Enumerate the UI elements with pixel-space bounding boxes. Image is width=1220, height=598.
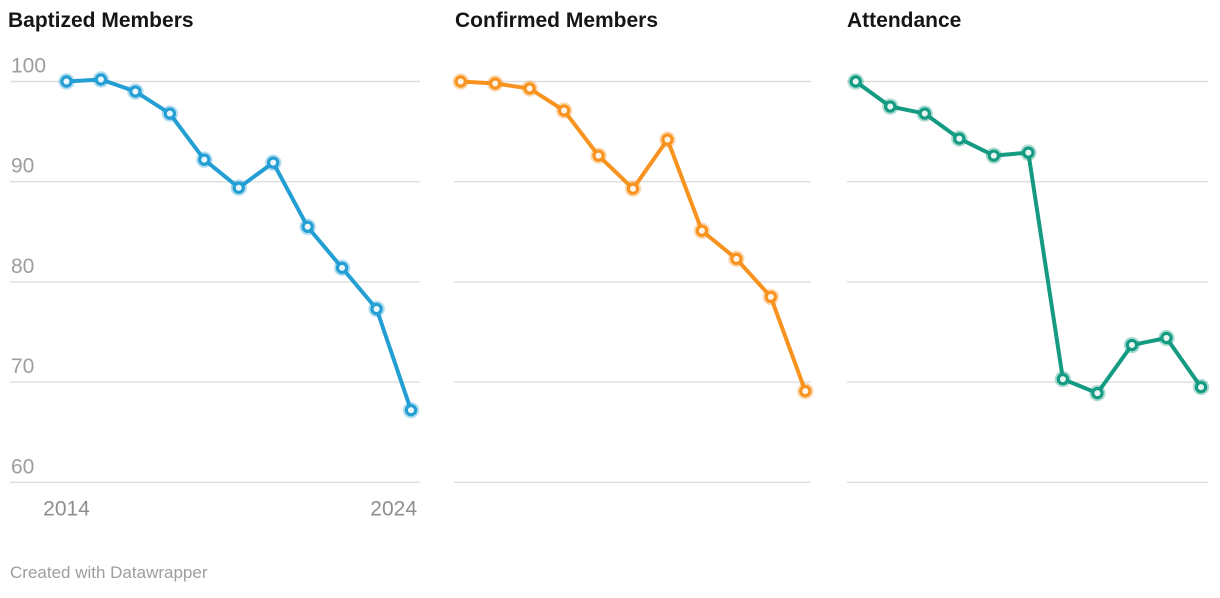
y-axis-tick-label: 90 [11,155,34,178]
data-point-marker [60,75,73,88]
data-point-marker [488,77,502,90]
data-point-marker [523,82,536,95]
data-point-marker [661,133,674,146]
y-axis-tick-label: 80 [11,255,34,278]
chart-title-baptized-members: Baptized Members [8,9,194,32]
data-point-marker [764,290,778,304]
line-chart-attendance [847,73,1210,483]
chart-panel-confirmed-members [452,0,814,545]
data-point-marker [626,182,640,195]
data-point-marker [1022,146,1035,159]
line-chart-baptized-members: 100 90 80 70 60 2014 2024 [10,55,420,520]
data-line-baptized-members [64,77,413,413]
data-point-marker [799,384,812,398]
data-line-attendance [853,79,1203,396]
data-point-marker [232,181,245,194]
chart-title-attendance: Attendance [847,9,962,32]
data-point-marker [301,220,314,233]
y-axis-tick-label: 70 [11,355,34,378]
data-point-marker [129,85,142,98]
data-point-marker [1056,372,1070,386]
data-point-marker [849,75,862,88]
data-point-marker [198,153,211,166]
line-chart-confirmed-members [452,73,814,483]
data-point-marker [94,73,108,86]
data-point-marker [695,224,709,237]
data-point-marker [1160,331,1173,345]
data-point-marker [557,104,571,117]
data-point-marker [730,252,743,266]
data-point-marker [1125,338,1139,352]
created-with-datawrapper-link[interactable]: Created with Datawrapper [10,563,208,582]
chart-title-confirmed-members: Confirmed Members [455,9,659,32]
x-axis-label-last-year: 2024 [370,497,417,520]
chart-panel-attendance [847,0,1210,545]
data-point-marker [1194,380,1208,394]
data-point-marker [1091,386,1104,400]
data-point-marker [163,107,177,120]
data-point-marker [918,107,931,120]
x-axis-label-first-year: 2014 [43,497,90,520]
y-axis-tick-label: 100 [11,55,46,78]
y-axis-tick-label: 60 [11,455,34,478]
data-point-marker [404,403,418,417]
data-point-marker [592,149,605,162]
data-point-marker [267,156,280,169]
data-point-marker [370,302,383,316]
data-point-marker [884,100,897,113]
chart-panel-baptized-members: 100 90 80 70 60 2014 2024 [10,0,420,545]
data-point-marker [953,132,966,145]
data-point-marker [987,149,1001,162]
data-point-marker [454,75,467,88]
data-line-confirmed-members [458,79,808,394]
data-point-marker [335,261,349,275]
